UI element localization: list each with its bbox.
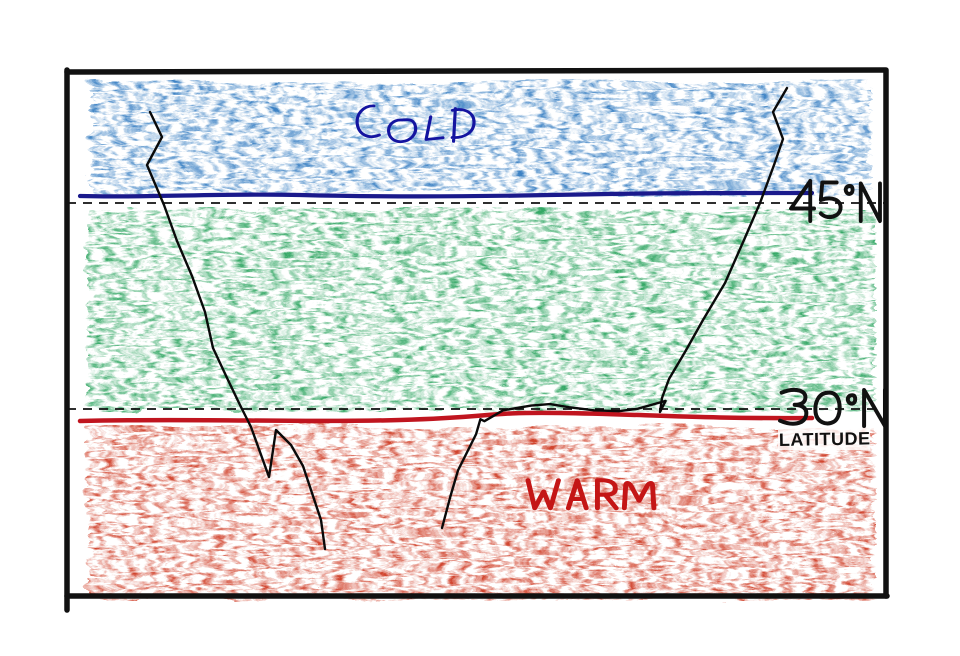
svg-text:LATITUDE: LATITUDE xyxy=(779,428,871,450)
